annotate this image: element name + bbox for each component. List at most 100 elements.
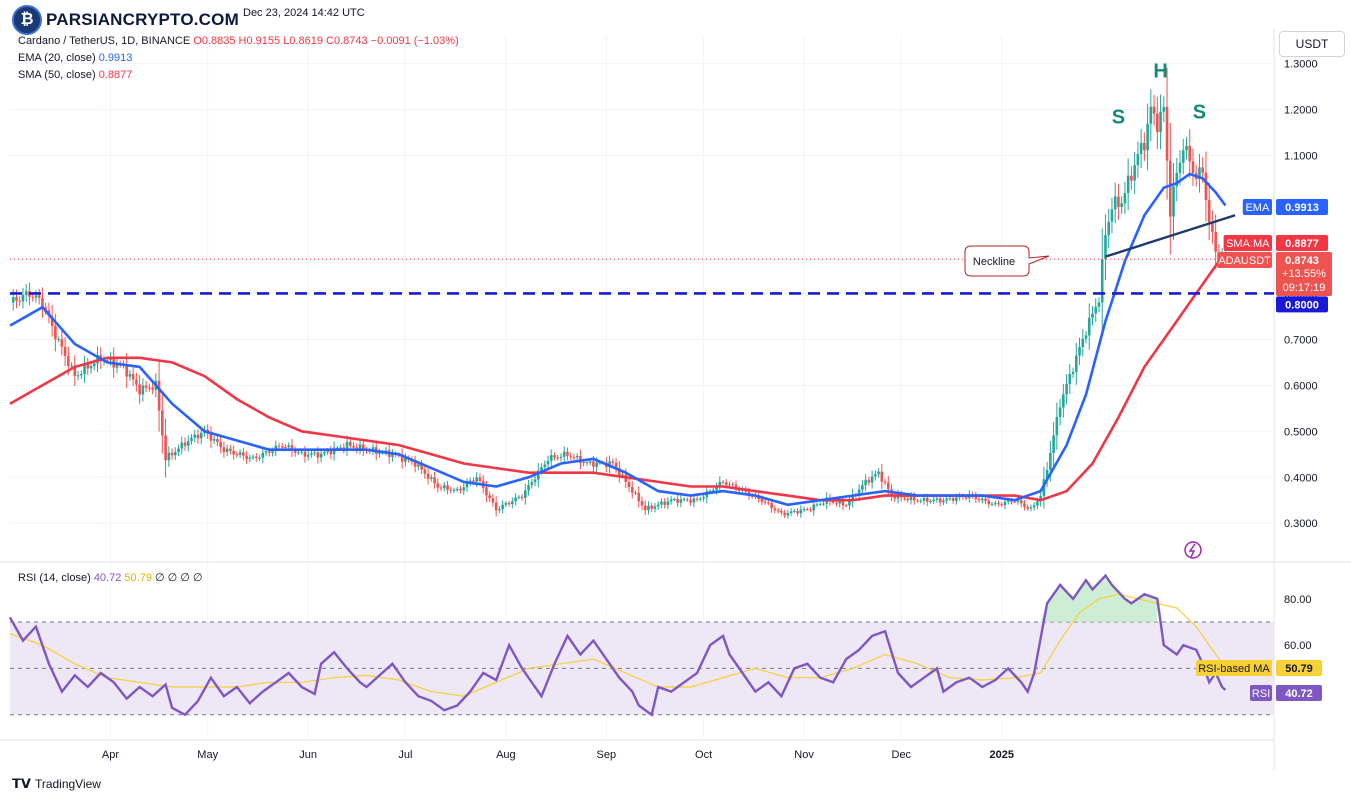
candle-down [731,484,735,486]
candle-down [400,455,404,462]
candle-down [135,379,138,385]
candle-up [1139,142,1143,155]
candle-up [378,452,381,454]
candle-down [1143,142,1146,151]
candle-down [974,495,978,500]
candle-up [34,295,38,298]
candle-up [225,448,229,453]
support-tag-value: 0.8000 [1285,299,1319,311]
candle-up [404,458,407,462]
logo-text: PARSIANCRYPTO.COM [46,10,239,29]
candle-up [442,485,446,489]
candle-down [255,456,258,459]
currency-button[interactable]: USDT [1279,31,1345,57]
candle-up [462,487,466,491]
candle-up [141,385,145,395]
candle-down [485,487,488,496]
candle-down [157,380,161,411]
rsi-tag-label-bg [1250,685,1272,701]
candle-down [148,387,151,389]
candle-down [1117,196,1120,208]
last-price-tag-label: ADAUSDT [1218,255,1271,267]
candle-up [1091,313,1094,318]
candle-up [935,498,939,500]
tradingview-text: TradingView [34,777,101,791]
candle-down [997,503,1000,505]
time-tick-label: 2025 [990,749,1014,761]
rsi-legend-extra: ∅ ∅ ∅ ∅ [155,572,203,584]
candle-up [1032,505,1036,508]
candle-down [426,473,430,479]
candle-down [1204,172,1208,201]
last-price-tag-value-bg [1276,252,1328,268]
rsi-tag-label: RSI [1252,688,1270,700]
sma-legend[interactable]: SMA (50, close) 0.8877 [18,69,132,81]
candle-down [222,447,226,453]
candle-down [844,505,848,507]
candle-up [300,451,303,453]
rsi-tick-label: 80.00 [1284,594,1312,606]
last-price-tag-value: 0.8743 [1285,255,1319,267]
bitcoin-icon: ₿ [12,5,42,35]
ema-tag-label-bg [1242,199,1272,215]
candle-up [258,457,261,459]
candle-up [465,483,469,488]
candle-down [67,356,70,367]
candle-up [669,499,673,502]
sma-tag-value: 0.8877 [1285,238,1319,250]
candle-down [906,498,910,501]
lightning-icon [1188,543,1196,558]
last-price-countdown: 09:17:19 [1283,282,1326,294]
ema-tag-label: EMA [1245,202,1270,214]
candle-down [841,500,845,506]
candle-down [831,501,835,503]
ohlc-close: C0.8743 [326,35,368,47]
candle-down [494,502,498,511]
candle-up [452,490,456,492]
candle-up [1107,221,1111,236]
rsi-ma-tag-label-bg [1196,660,1272,676]
rsi-legend[interactable]: RSI (14, close) 40.72 50.79 ∅ ∅ ∅ ∅ [18,571,203,584]
symbol-name: Cardano / TetherUS, 1D, BINANCE [18,35,191,47]
candle-down [637,492,641,502]
candle-up [666,501,670,505]
candle-down [695,498,699,500]
candle-up [190,437,193,442]
candle-up [1045,469,1049,480]
candle-up [990,503,994,505]
candle-down [566,451,569,456]
candle-up [874,474,877,477]
candle-down [883,481,887,483]
candle-up [660,501,663,505]
candle-down [1211,222,1214,232]
candle-down [1026,506,1029,509]
ohlc-change: −0.0091 (−1.03%) [370,35,459,47]
candle-down [614,462,618,468]
candle-down [491,498,495,503]
candle-up [546,460,550,465]
candle-down [925,497,929,502]
candle-up [708,490,712,492]
candle-up [1049,452,1052,470]
candle-up [186,441,190,446]
candle-up [336,447,339,449]
candle-down [125,364,128,377]
candle-down [144,385,148,388]
candle-down [1010,500,1013,502]
candle-up [89,366,93,369]
price-tick-label: 0.5000 [1284,426,1318,438]
pattern-label-h: H [1153,60,1167,82]
ema-legend[interactable]: EMA (20, close) 0.9913 [18,52,132,64]
candle-up [115,363,119,368]
candle-down [809,509,812,511]
candle-up [948,498,952,500]
price-tick-label: 0.3000 [1284,518,1318,530]
candle-up [501,504,504,510]
candle-up [575,455,579,458]
candle-up [248,457,252,459]
candle-up [929,501,932,503]
candle-down [783,512,786,516]
price-tick-label: 0.6000 [1284,380,1318,392]
candle-up [271,451,274,453]
candle-up [193,434,197,438]
